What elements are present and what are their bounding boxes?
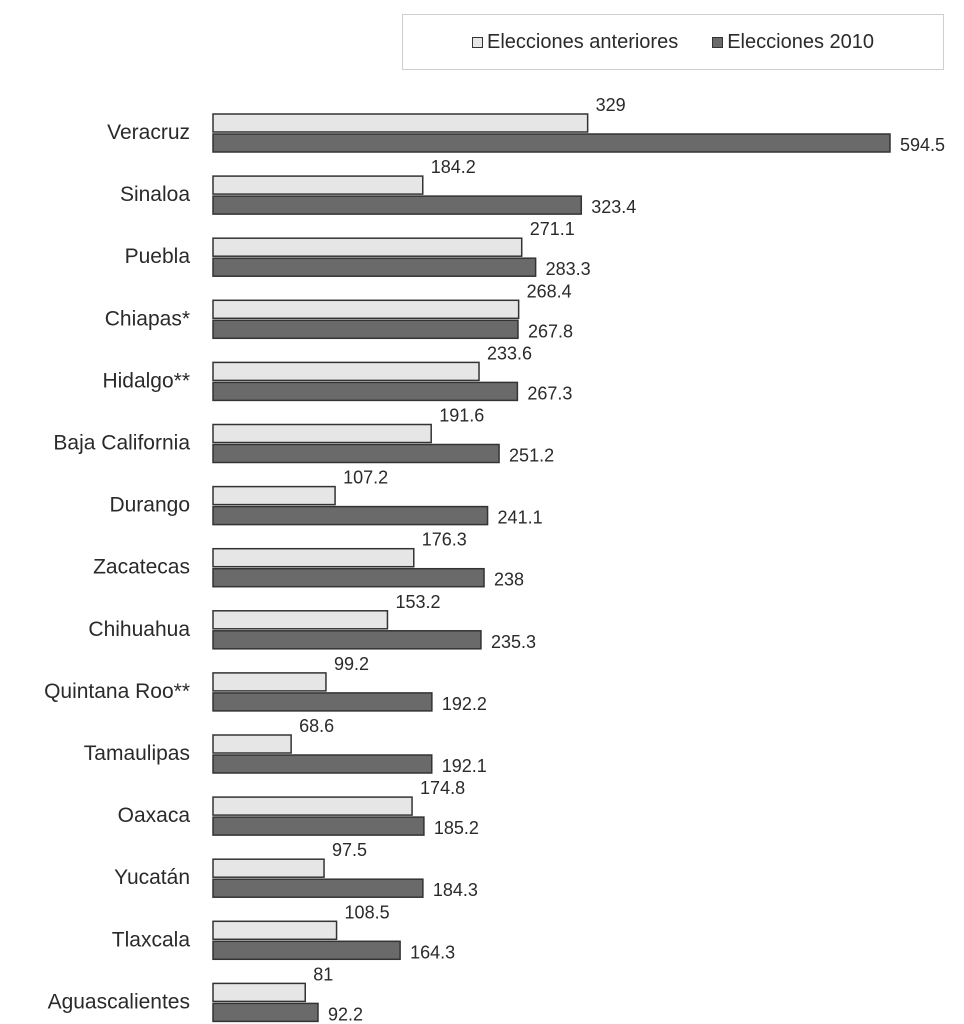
category-label-aguascalientes: Aguascalientes <box>48 990 190 1013</box>
bar-2010-zacatecas <box>212 567 485 588</box>
value-label-anteriores-hidalgo: 233.6 <box>487 343 532 363</box>
value-label-2010-hidalgo: 267.3 <box>527 383 572 403</box>
bar-anteriores-aguascalientes <box>212 982 306 1003</box>
bar-anteriores-zacatecas <box>212 547 415 568</box>
category-label-hidalgo: Hidalgo** <box>102 369 190 392</box>
category-label-puebla: Puebla <box>125 245 191 268</box>
value-label-2010-yucatan: 184.3 <box>433 880 478 900</box>
value-label-anteriores-tamaulipas: 68.6 <box>299 716 334 736</box>
value-label-2010-durango: 241.1 <box>498 508 543 528</box>
legend-swatch-anteriores <box>472 36 483 48</box>
bar-2010-hidalgo <box>212 381 519 402</box>
bar-2010-puebla <box>212 257 537 277</box>
value-label-anteriores-puebla: 271.1 <box>530 219 575 239</box>
value-label-anteriores-quintana-roo: 99.2 <box>334 654 369 674</box>
legend-item-2010: Elecciones 2010 <box>712 31 874 54</box>
bar-anteriores-veracruz <box>212 113 589 133</box>
bar-2010-oaxaca <box>212 816 425 836</box>
bar-anteriores-puebla <box>212 237 523 257</box>
category-label-quintana-roo: Quintana Roo** <box>44 680 190 703</box>
value-label-anteriores-chiapas: 268.4 <box>527 281 572 301</box>
bar-anteriores-chihuahua <box>212 610 389 630</box>
category-label-veracruz: Veracruz <box>107 121 190 144</box>
value-label-2010-sinaloa: 323.4 <box>591 197 636 217</box>
category-label-tlaxcala: Tlaxcala <box>112 928 191 951</box>
value-label-2010-tamaulipas: 192.1 <box>442 756 487 776</box>
bar-2010-tamaulipas <box>212 754 433 774</box>
value-label-2010-quintana-roo: 192.2 <box>442 694 487 714</box>
category-label-chiapas: Chiapas* <box>105 307 190 330</box>
value-label-anteriores-durango: 107.2 <box>343 468 388 488</box>
category-label-sinaloa: Sinaloa <box>120 183 190 206</box>
legend-label-anteriores: Elecciones anteriores <box>487 30 679 53</box>
category-label-baja-california: Baja California <box>53 432 190 455</box>
value-label-anteriores-yucatan: 97.5 <box>332 840 367 860</box>
value-label-anteriores-zacatecas: 176.3 <box>422 530 467 550</box>
bar-2010-durango <box>212 505 489 526</box>
bar-anteriores-yucatan <box>212 858 325 878</box>
bar-2010-quintana-roo <box>212 692 433 712</box>
value-label-anteriores-baja-california: 191.6 <box>439 406 484 426</box>
value-label-2010-aguascalientes: 92.2 <box>328 1004 363 1024</box>
value-label-2010-veracruz: 594.5 <box>900 135 945 155</box>
category-label-yucatan: Yucatán <box>114 866 190 889</box>
chart-legend: Elecciones anteriores Elecciones 2010 <box>402 14 944 70</box>
value-label-anteriores-veracruz: 329 <box>596 95 626 115</box>
value-label-2010-puebla: 283.3 <box>546 259 591 279</box>
value-label-2010-chihuahua: 235.3 <box>491 632 536 652</box>
value-label-2010-chiapas: 267.8 <box>528 321 573 341</box>
bar-anteriores-durango <box>212 485 336 506</box>
value-label-anteriores-sinaloa: 184.2 <box>431 157 476 177</box>
bar-2010-chiapas <box>212 319 519 340</box>
value-label-anteriores-aguascalientes: 81 <box>313 964 333 984</box>
category-label-durango: Durango <box>109 494 190 517</box>
value-label-anteriores-tlaxcala: 108.5 <box>345 902 390 922</box>
value-label-2010-zacatecas: 238 <box>494 570 524 590</box>
value-label-2010-baja-california: 251.2 <box>509 446 554 466</box>
value-label-anteriores-chihuahua: 153.2 <box>395 592 440 612</box>
bar-2010-aguascalientes <box>212 1002 319 1023</box>
legend-item-anteriores: Elecciones anteriores <box>472 31 678 54</box>
bar-2010-tlaxcala <box>212 940 401 961</box>
bar-anteriores-quintana-roo <box>212 672 327 692</box>
value-label-2010-tlaxcala: 164.3 <box>410 942 455 962</box>
bar-anteriores-sinaloa <box>212 175 424 195</box>
category-label-tamaulipas: Tamaulipas <box>84 742 190 765</box>
category-label-chihuahua: Chihuahua <box>88 618 190 641</box>
bar-anteriores-tlaxcala <box>212 920 338 941</box>
bar-2010-sinaloa <box>212 195 583 215</box>
bar-anteriores-oaxaca <box>212 796 413 816</box>
bar-anteriores-hidalgo <box>212 361 480 382</box>
bar-anteriores-baja-california <box>212 423 432 444</box>
legend-label-2010: Elecciones 2010 <box>727 30 874 53</box>
category-label-oaxaca: Oaxaca <box>118 804 191 827</box>
bar-2010-chihuahua <box>212 630 482 650</box>
legend-swatch-2010 <box>712 36 724 48</box>
bar-2010-veracruz <box>212 133 891 153</box>
bar-2010-yucatan <box>212 878 424 898</box>
bar-anteriores-chiapas <box>212 299 520 320</box>
value-label-anteriores-oaxaca: 174.8 <box>420 778 465 798</box>
bar-2010-baja-california <box>212 443 500 464</box>
category-label-zacatecas: Zacatecas <box>93 556 190 579</box>
value-label-2010-oaxaca: 185.2 <box>434 818 479 838</box>
bar-anteriores-tamaulipas <box>212 734 292 754</box>
